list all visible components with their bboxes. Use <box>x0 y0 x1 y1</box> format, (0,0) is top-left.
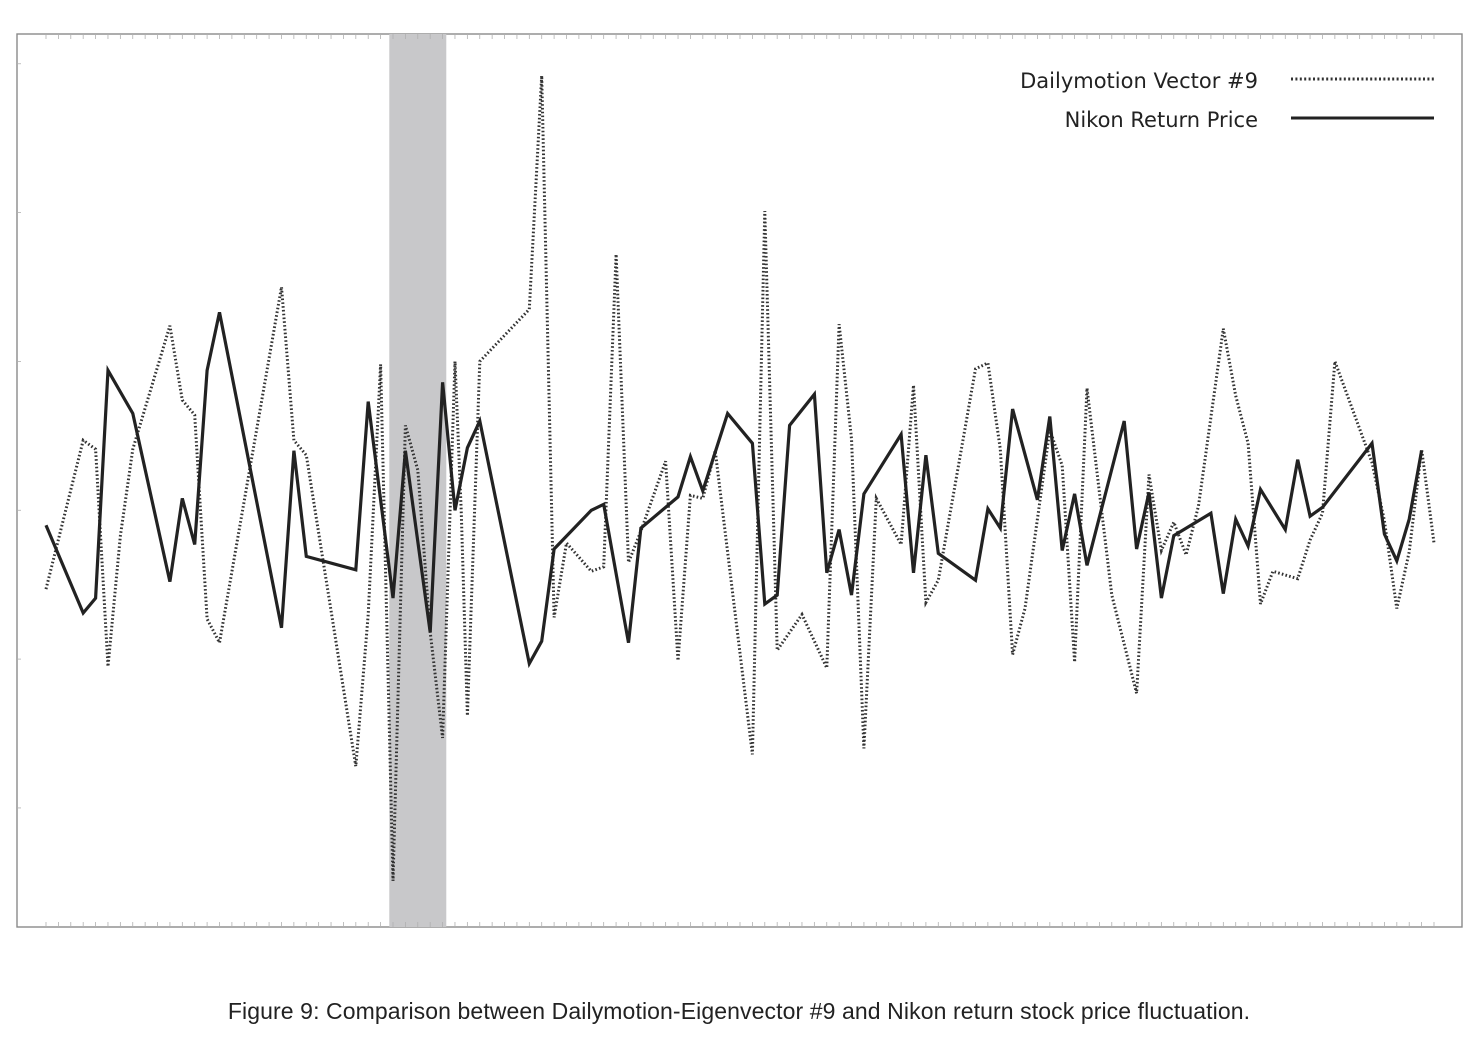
legend-label-nikon: Nikon Return Price <box>1065 108 1258 132</box>
chart: Dailymotion Vector #9 Nikon Return Price <box>16 33 1463 928</box>
series-line-dailymotion <box>44 75 1436 881</box>
plot-frame <box>16 33 1463 928</box>
series-layer <box>44 75 1436 881</box>
tick-layer <box>17 34 1435 927</box>
figure-caption: Figure 9: Comparison between Dailymotion… <box>227 998 1251 1024</box>
legend-label-dailymotion: Dailymotion Vector #9 <box>1020 69 1258 93</box>
series-line-nikon <box>44 311 1424 669</box>
legend: Dailymotion Vector #9 Nikon Return Price <box>1020 69 1434 132</box>
